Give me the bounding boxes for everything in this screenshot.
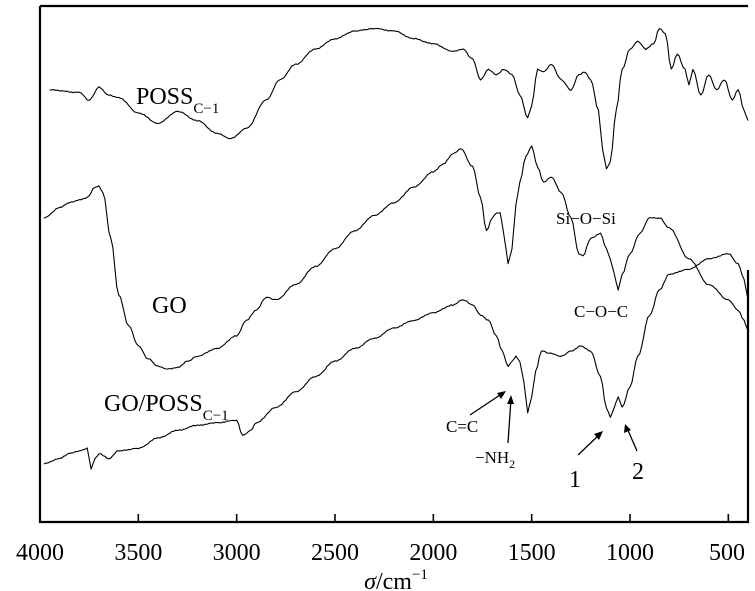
annotation-nh2-sub: 2: [509, 457, 515, 471]
series-label-go-poss-sub: C−1: [203, 408, 229, 424]
x-tick-label-3500: 3500: [114, 540, 162, 566]
spectrum-go-poss-c1: [43, 253, 749, 470]
annotation-si-o-si: Si−O−Si: [556, 209, 616, 228]
series-label-poss-sub: C−1: [193, 101, 219, 117]
series-label-poss-main: POSS: [136, 84, 193, 110]
series-label-go: GO: [152, 293, 187, 319]
x-axis-label-exponent: −1: [412, 567, 428, 583]
arrow-peak-2-head: [624, 424, 631, 433]
annotation-arrows: [469, 391, 638, 456]
arrow-nh2-line: [507, 398, 512, 444]
spectrum-go: [43, 145, 749, 370]
arrow-c-c-head: [497, 391, 506, 399]
x-tick-label-2000: 2000: [409, 540, 457, 566]
series-label-go-poss-main: GO/POSS: [104, 391, 203, 417]
x-axis-label-symbol: σ: [364, 569, 377, 591]
x-tick-label-2500: 2500: [311, 540, 359, 566]
arrow-c-c-line: [469, 392, 504, 416]
x-tick-label-1000: 1000: [606, 540, 654, 566]
x-tick-label-4000: 4000: [16, 540, 64, 566]
x-axis-label-unit: /cm: [376, 569, 412, 591]
x-axis-ticks: [39, 514, 730, 522]
x-tick-label-500: 500: [709, 540, 745, 566]
series-label-go-main: GO: [152, 293, 187, 319]
annotation-nh2: −NH2: [475, 448, 515, 471]
x-tick-label-1500: 1500: [508, 540, 556, 566]
annotation-c-o-c: C−O−C: [574, 302, 628, 321]
series-label-go-poss: GO/POSSC−1: [104, 391, 229, 424]
arrow-peak-1-line: [577, 433, 601, 456]
series-label-poss: POSSC−1: [136, 84, 219, 117]
x-axis-tick-labels: 4000 3500 3000 2500 2000 1500 1000 500: [16, 540, 745, 566]
annotation-c-c: C=C: [446, 417, 478, 436]
annotation-peak-1: 1: [569, 467, 581, 493]
arrow-peak-1-head: [594, 431, 603, 440]
x-axis-label: σ/cm−1: [364, 567, 428, 591]
x-tick-label-3000: 3000: [213, 540, 261, 566]
annotation-peak-2: 2: [632, 459, 644, 485]
spectra: [43, 27, 749, 470]
arrow-peak-2-line: [626, 427, 638, 452]
arrow-nh2-head: [507, 395, 514, 404]
spectrum-poss-c1: [49, 27, 749, 170]
plot-frame: [38, 6, 750, 524]
annotation-nh2-main: −NH: [475, 448, 509, 467]
